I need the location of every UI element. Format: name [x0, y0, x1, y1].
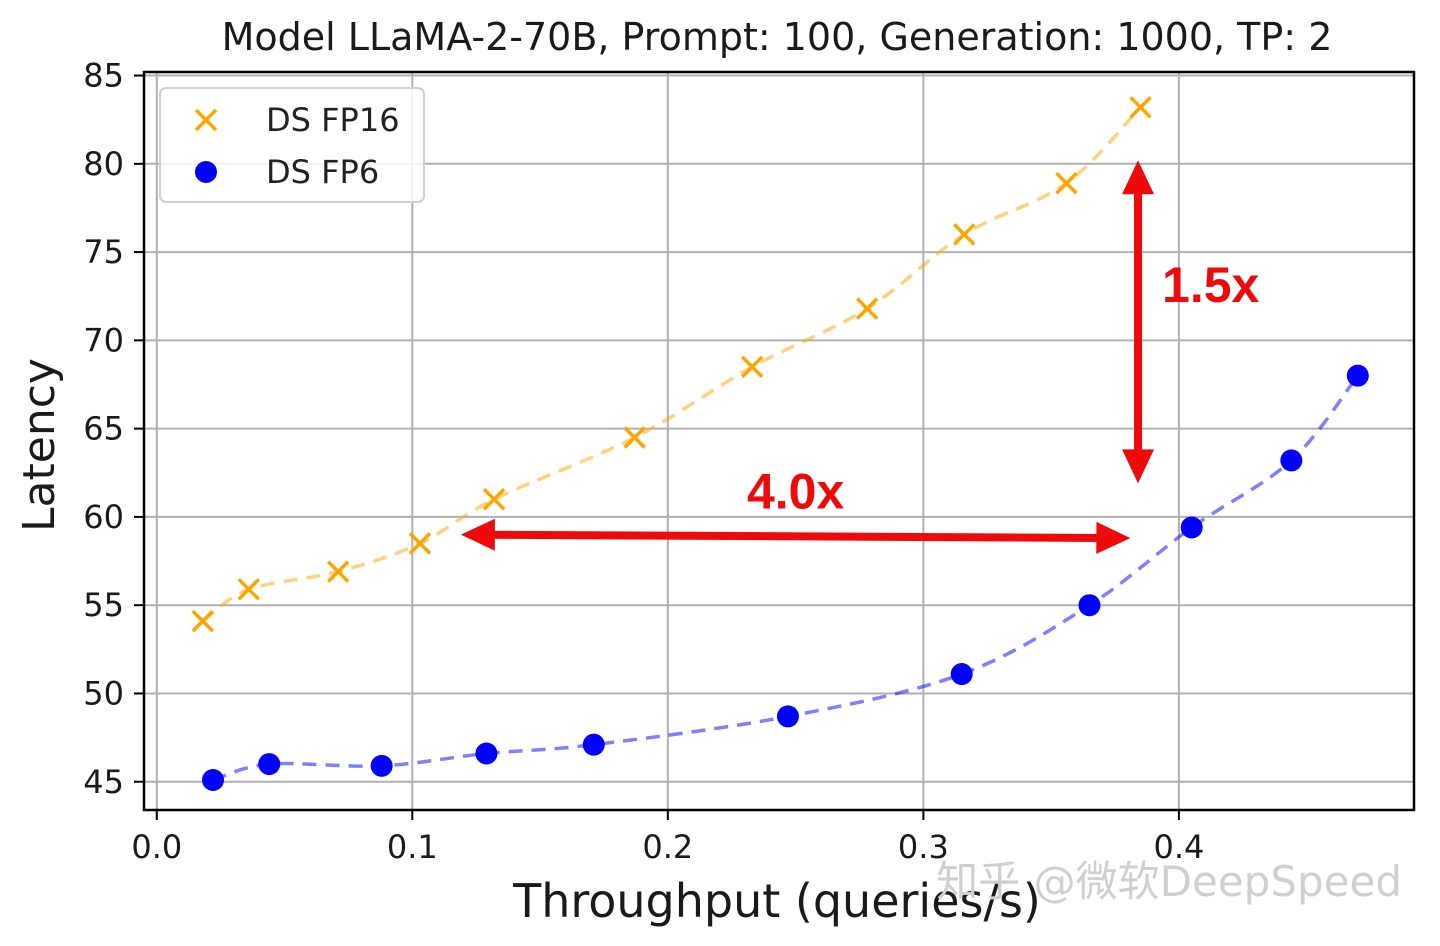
data-point-x-marker [326, 560, 350, 583]
x-axis-label: Throughput (queries/s) [512, 874, 1041, 928]
data-point-x-marker [408, 532, 432, 555]
y-tick-label: 45 [83, 763, 124, 801]
x-tick-label: 0.3 [898, 828, 949, 866]
data-point-x-marker [237, 578, 261, 601]
y-tick-label: 85 [83, 57, 124, 95]
data-point-circle [1346, 364, 1369, 387]
arrow-head [1096, 521, 1131, 554]
legend-label: DS FP16 [266, 101, 400, 139]
y-tick-label: 75 [83, 233, 124, 271]
annotation-arrow-1 [460, 518, 1131, 554]
marker-stroke [953, 223, 976, 246]
y-tick-label: 65 [83, 410, 124, 448]
y-tick-label: 50 [83, 674, 124, 712]
data-point-x-marker [740, 355, 764, 379]
x-tick-label: 0.4 [1153, 828, 1204, 866]
watermark-text: 知乎 @微软DeepSpeed [936, 857, 1402, 906]
marker-stroke [482, 488, 506, 511]
data-point-circle [582, 733, 605, 756]
data-point-circle [201, 768, 224, 791]
y-tick-label: 55 [83, 586, 124, 624]
annotation-label: 1.5x [1162, 257, 1260, 313]
marker-stroke [740, 355, 764, 379]
chart-title: Model LLaMA-2-70B, Prompt: 100, Generati… [222, 15, 1333, 59]
y-tick-label: 60 [83, 498, 124, 536]
data-point-circle [475, 742, 498, 765]
marker-stroke [326, 560, 350, 583]
x-tick-label: 0.2 [642, 828, 693, 866]
arrow-head [1122, 160, 1155, 195]
data-point-circle [776, 705, 799, 728]
marker-stroke [191, 609, 215, 633]
data-point-circle [370, 754, 393, 777]
data-point-x-marker [855, 297, 879, 320]
x-tick-label: 0.0 [131, 828, 182, 866]
gridlines [144, 72, 1414, 810]
data-point-circle [1180, 516, 1203, 539]
marker-stroke [1055, 171, 1078, 195]
legend-label: DS FP6 [266, 153, 379, 191]
legend-x-marker [194, 108, 218, 132]
data-point-circle [258, 753, 281, 776]
data-point-x-marker [482, 488, 506, 511]
marker-stroke [408, 532, 432, 555]
marker-stroke [237, 578, 261, 601]
data-point-x-marker [623, 426, 646, 449]
y-axis-label: Latency [14, 358, 65, 532]
legend: DS FP16 DS FP6 [159, 87, 425, 203]
marker-stroke [855, 297, 879, 320]
legend-circle-marker [195, 161, 217, 183]
arrow-head [460, 518, 495, 551]
annotations: 4.0x 1.5x [460, 160, 1260, 554]
x-tick-label: 0.1 [387, 828, 438, 866]
data-point-circle [950, 663, 973, 686]
data-markers [191, 96, 1369, 791]
marker-stroke [194, 108, 218, 132]
y-tick-label: 80 [83, 145, 124, 183]
annotation-arrow-2 [1122, 160, 1155, 484]
axes: 0.0 0.1 0.2 0.3 0.4 45 50 55 60 65 70 75 80 85 [83, 57, 1416, 866]
y-tick-label: 70 [83, 321, 124, 359]
arrow-head [1122, 449, 1155, 484]
marker-stroke [623, 426, 646, 449]
annotation-label: 4.0x [747, 464, 845, 520]
data-point-x-marker [191, 609, 215, 633]
plot-frame [142, 70, 1416, 812]
data-point-circle [1078, 594, 1101, 617]
data-point-circle [1280, 449, 1303, 472]
arrow-shaft [488, 530, 1104, 542]
legend-box [159, 87, 425, 203]
data-point-x-marker [1129, 96, 1152, 119]
data-point-x-marker [953, 223, 976, 246]
data-point-x-marker [1055, 171, 1078, 195]
marker-stroke [1129, 96, 1152, 119]
